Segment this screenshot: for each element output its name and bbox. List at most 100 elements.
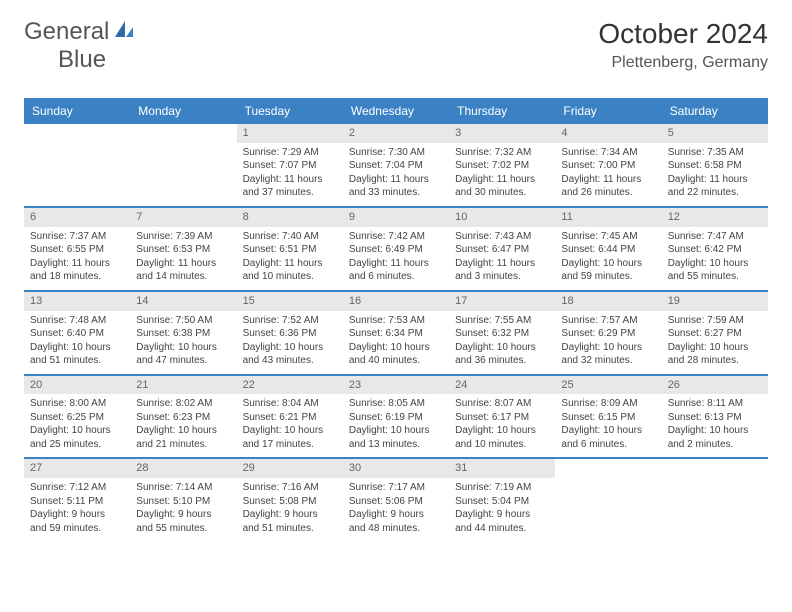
sunset-line: Sunset: 7:02 PM — [455, 159, 549, 173]
calendar-cell: 14Sunrise: 7:50 AMSunset: 6:38 PMDayligh… — [130, 291, 236, 375]
day-details: Sunrise: 7:40 AMSunset: 6:51 PMDaylight:… — [237, 227, 343, 290]
sunrise-line: Sunrise: 7:35 AM — [668, 146, 762, 160]
sunset-line: Sunset: 6:38 PM — [136, 327, 230, 341]
calendar-cell: 6Sunrise: 7:37 AMSunset: 6:55 PMDaylight… — [24, 207, 130, 291]
logo-word1: General — [24, 18, 109, 46]
calendar-week: 27Sunrise: 7:12 AMSunset: 5:11 PMDayligh… — [24, 458, 768, 541]
day-details: Sunrise: 7:34 AMSunset: 7:00 PMDaylight:… — [555, 143, 661, 206]
calendar-week: . . 1Sunrise: 7:29 AMSunset: 7:07 PMDayl… — [24, 124, 768, 207]
day-details: Sunrise: 7:50 AMSunset: 6:38 PMDaylight:… — [130, 311, 236, 374]
daylight-line: Daylight: 10 hours and 13 minutes. — [349, 424, 443, 451]
daylight-line: Daylight: 10 hours and 43 minutes. — [243, 341, 337, 368]
day-number: 28 — [130, 459, 236, 478]
day-details: Sunrise: 7:29 AMSunset: 7:07 PMDaylight:… — [237, 143, 343, 206]
daylight-line: Daylight: 10 hours and 55 minutes. — [668, 257, 762, 284]
day-number: 4 — [555, 124, 661, 143]
day-number: 13 — [24, 292, 130, 311]
sunset-line: Sunset: 6:42 PM — [668, 243, 762, 257]
day-details: Sunrise: 8:02 AMSunset: 6:23 PMDaylight:… — [130, 394, 236, 457]
day-header: Friday — [555, 98, 661, 124]
daylight-line: Daylight: 11 hours and 18 minutes. — [30, 257, 124, 284]
day-details: Sunrise: 8:04 AMSunset: 6:21 PMDaylight:… — [237, 394, 343, 457]
daylight-line: Daylight: 10 hours and 10 minutes. — [455, 424, 549, 451]
day-details: Sunrise: 7:12 AMSunset: 5:11 PMDaylight:… — [24, 478, 130, 541]
calendar-cell: 28Sunrise: 7:14 AMSunset: 5:10 PMDayligh… — [130, 458, 236, 541]
day-number: 7 — [130, 208, 236, 227]
day-number: 19 — [662, 292, 768, 311]
calendar-head: SundayMondayTuesdayWednesdayThursdayFrid… — [24, 98, 768, 124]
sunrise-line: Sunrise: 7:30 AM — [349, 146, 443, 160]
day-number: 30 — [343, 459, 449, 478]
logo-word2: Blue — [58, 46, 106, 73]
calendar-cell: 24Sunrise: 8:07 AMSunset: 6:17 PMDayligh… — [449, 375, 555, 459]
day-number: 20 — [24, 376, 130, 395]
day-details: Sunrise: 7:47 AMSunset: 6:42 PMDaylight:… — [662, 227, 768, 290]
sunrise-line: Sunrise: 7:53 AM — [349, 314, 443, 328]
day-number: 26 — [662, 376, 768, 395]
day-details: Sunrise: 8:09 AMSunset: 6:15 PMDaylight:… — [555, 394, 661, 457]
day-details: Sunrise: 7:53 AMSunset: 6:34 PMDaylight:… — [343, 311, 449, 374]
calendar-cell: 27Sunrise: 7:12 AMSunset: 5:11 PMDayligh… — [24, 458, 130, 541]
calendar-cell: 4Sunrise: 7:34 AMSunset: 7:00 PMDaylight… — [555, 124, 661, 207]
daylight-line: Daylight: 10 hours and 6 minutes. — [561, 424, 655, 451]
calendar-cell: 25Sunrise: 8:09 AMSunset: 6:15 PMDayligh… — [555, 375, 661, 459]
daylight-line: Daylight: 11 hours and 26 minutes. — [561, 173, 655, 200]
sunset-line: Sunset: 7:04 PM — [349, 159, 443, 173]
sunset-line: Sunset: 6:55 PM — [30, 243, 124, 257]
day-header: Sunday — [24, 98, 130, 124]
sunrise-line: Sunrise: 7:47 AM — [668, 230, 762, 244]
daylight-line: Daylight: 10 hours and 28 minutes. — [668, 341, 762, 368]
calendar-cell: . — [24, 124, 130, 207]
calendar-cell: 8Sunrise: 7:40 AMSunset: 6:51 PMDaylight… — [237, 207, 343, 291]
day-details: Sunrise: 7:42 AMSunset: 6:49 PMDaylight:… — [343, 227, 449, 290]
day-details: Sunrise: 7:16 AMSunset: 5:08 PMDaylight:… — [237, 478, 343, 541]
sunrise-line: Sunrise: 8:05 AM — [349, 397, 443, 411]
sunset-line: Sunset: 6:17 PM — [455, 411, 549, 425]
daylight-line: Daylight: 10 hours and 51 minutes. — [30, 341, 124, 368]
sunset-line: Sunset: 6:21 PM — [243, 411, 337, 425]
day-details: Sunrise: 8:05 AMSunset: 6:19 PMDaylight:… — [343, 394, 449, 457]
sunrise-line: Sunrise: 8:07 AM — [455, 397, 549, 411]
sunset-line: Sunset: 6:40 PM — [30, 327, 124, 341]
daylight-line: Daylight: 9 hours and 44 minutes. — [455, 508, 549, 535]
calendar-cell: . — [662, 458, 768, 541]
day-header: Tuesday — [237, 98, 343, 124]
daylight-line: Daylight: 10 hours and 36 minutes. — [455, 341, 549, 368]
daylight-line: Daylight: 10 hours and 2 minutes. — [668, 424, 762, 451]
calendar-cell: 16Sunrise: 7:53 AMSunset: 6:34 PMDayligh… — [343, 291, 449, 375]
sunset-line: Sunset: 5:06 PM — [349, 495, 443, 509]
calendar-cell: 29Sunrise: 7:16 AMSunset: 5:08 PMDayligh… — [237, 458, 343, 541]
sunset-line: Sunset: 6:34 PM — [349, 327, 443, 341]
day-number: 5 — [662, 124, 768, 143]
sunset-line: Sunset: 6:29 PM — [561, 327, 655, 341]
day-details: Sunrise: 8:11 AMSunset: 6:13 PMDaylight:… — [662, 394, 768, 457]
day-number: 18 — [555, 292, 661, 311]
daylight-line: Daylight: 10 hours and 59 minutes. — [561, 257, 655, 284]
sunrise-line: Sunrise: 7:19 AM — [455, 481, 549, 495]
calendar-cell: 22Sunrise: 8:04 AMSunset: 6:21 PMDayligh… — [237, 375, 343, 459]
daylight-line: Daylight: 10 hours and 47 minutes. — [136, 341, 230, 368]
day-number: 23 — [343, 376, 449, 395]
day-details: Sunrise: 7:37 AMSunset: 6:55 PMDaylight:… — [24, 227, 130, 290]
sunset-line: Sunset: 6:36 PM — [243, 327, 337, 341]
calendar-cell: 26Sunrise: 8:11 AMSunset: 6:13 PMDayligh… — [662, 375, 768, 459]
sunset-line: Sunset: 6:25 PM — [30, 411, 124, 425]
daylight-line: Daylight: 10 hours and 40 minutes. — [349, 341, 443, 368]
daylight-line: Daylight: 9 hours and 55 minutes. — [136, 508, 230, 535]
calendar-cell: 19Sunrise: 7:59 AMSunset: 6:27 PMDayligh… — [662, 291, 768, 375]
calendar-cell: 17Sunrise: 7:55 AMSunset: 6:32 PMDayligh… — [449, 291, 555, 375]
day-header: Thursday — [449, 98, 555, 124]
sunrise-line: Sunrise: 7:48 AM — [30, 314, 124, 328]
calendar-cell: 30Sunrise: 7:17 AMSunset: 5:06 PMDayligh… — [343, 458, 449, 541]
sunrise-line: Sunrise: 7:12 AM — [30, 481, 124, 495]
day-number: 22 — [237, 376, 343, 395]
sunset-line: Sunset: 5:11 PM — [30, 495, 124, 509]
location: Plettenberg, Germany — [598, 54, 768, 72]
sunrise-line: Sunrise: 7:57 AM — [561, 314, 655, 328]
sunrise-line: Sunrise: 7:34 AM — [561, 146, 655, 160]
daylight-line: Daylight: 9 hours and 59 minutes. — [30, 508, 124, 535]
sunrise-line: Sunrise: 7:52 AM — [243, 314, 337, 328]
sunset-line: Sunset: 5:10 PM — [136, 495, 230, 509]
day-header: Monday — [130, 98, 236, 124]
calendar-cell: 5Sunrise: 7:35 AMSunset: 6:58 PMDaylight… — [662, 124, 768, 207]
